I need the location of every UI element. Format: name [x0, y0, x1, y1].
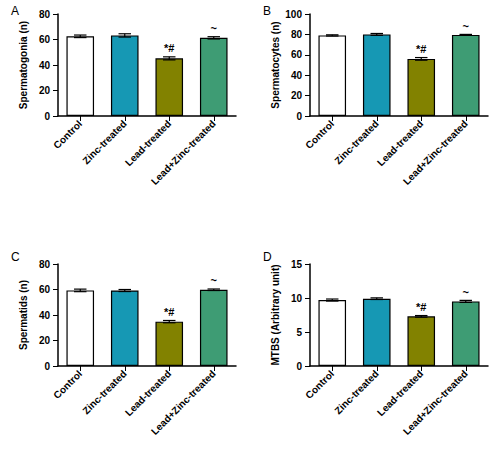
svg-text:60: 60	[39, 284, 51, 295]
svg-text:~: ~	[463, 20, 470, 32]
svg-text:10: 10	[291, 293, 303, 304]
svg-text:Zinc-treated: Zinc-treated	[80, 368, 128, 416]
svg-text:D: D	[263, 250, 272, 264]
svg-text:0: 0	[296, 361, 302, 372]
svg-text:15: 15	[291, 259, 303, 270]
svg-text:B: B	[263, 4, 271, 18]
svg-text:0: 0	[44, 111, 50, 122]
svg-text:80: 80	[39, 9, 51, 20]
svg-text:*#: *#	[416, 43, 426, 55]
svg-text:20: 20	[39, 85, 51, 96]
svg-text:Zinc-treated: Zinc-treated	[332, 368, 380, 416]
svg-text:Lead+Zinc-treated: Lead+Zinc-treated	[149, 118, 218, 187]
svg-text:0: 0	[44, 361, 50, 372]
svg-text:Lead-treated: Lead-treated	[123, 118, 173, 168]
svg-text:Lead-treated: Lead-treated	[375, 118, 425, 168]
svg-text:*#: *#	[164, 306, 174, 318]
svg-text:Lead+Zinc-treated: Lead+Zinc-treated	[149, 368, 218, 437]
svg-text:A: A	[11, 4, 19, 18]
svg-text:5: 5	[296, 327, 302, 338]
svg-text:40: 40	[39, 60, 51, 71]
svg-text:Zinc-treated: Zinc-treated	[332, 118, 380, 166]
svg-text:Control: Control	[303, 118, 336, 151]
svg-text:Spermatogonia (n): Spermatogonia (n)	[18, 21, 29, 109]
svg-text:Spermatids (n): Spermatids (n)	[18, 280, 29, 350]
svg-text:Control: Control	[51, 118, 84, 151]
svg-text:0: 0	[296, 111, 302, 122]
svg-text:40: 40	[291, 70, 303, 81]
svg-text:100: 100	[285, 9, 302, 20]
svg-text:40: 40	[39, 310, 51, 321]
svg-text:60: 60	[39, 34, 51, 45]
svg-text:60: 60	[291, 49, 303, 60]
svg-text:*#: *#	[416, 301, 426, 313]
svg-text:80: 80	[291, 29, 303, 40]
svg-text:20: 20	[39, 335, 51, 346]
svg-text:Lead-treated: Lead-treated	[123, 368, 173, 418]
svg-text:C: C	[11, 250, 20, 264]
svg-text:~: ~	[211, 22, 218, 34]
svg-text:Lead+Zinc-treated: Lead+Zinc-treated	[401, 368, 470, 437]
svg-text:Spermatocytes (n): Spermatocytes (n)	[270, 21, 281, 108]
svg-text:20: 20	[291, 90, 303, 101]
svg-text:80: 80	[39, 259, 51, 270]
svg-text:MTBS (Arbitrary unit): MTBS (Arbitrary unit)	[270, 264, 281, 365]
svg-text:~: ~	[211, 274, 218, 286]
svg-text:Lead-treated: Lead-treated	[375, 368, 425, 418]
svg-text:Control: Control	[51, 368, 84, 401]
svg-text:Lead+Zinc-treated: Lead+Zinc-treated	[401, 118, 470, 187]
svg-text:Control: Control	[303, 368, 336, 401]
svg-text:Zinc-treated: Zinc-treated	[80, 118, 128, 166]
svg-text:~: ~	[463, 286, 470, 298]
svg-text:*#: *#	[164, 42, 174, 54]
